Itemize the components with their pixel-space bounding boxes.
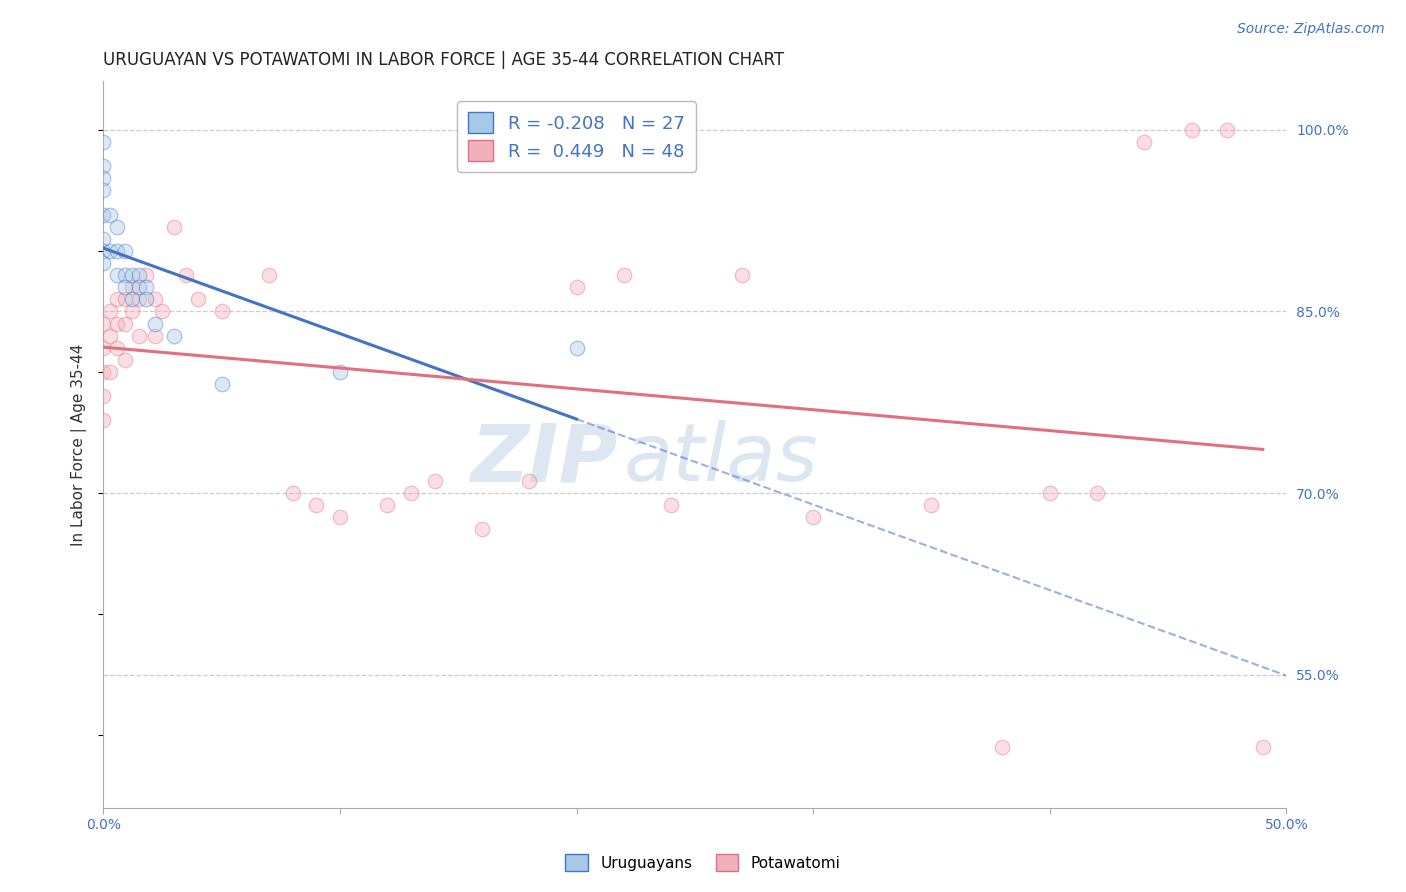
Point [98,365,121,379]
Point [423,474,446,488]
Point [91,413,114,427]
Point [107,293,129,307]
Point [329,510,352,524]
Point [91,317,114,331]
Point [114,317,136,331]
Point [921,498,943,512]
Point [91,159,114,173]
Point [98,328,121,343]
Point [1181,123,1204,137]
Point [1133,135,1156,149]
Point [91,365,114,379]
Point [98,244,121,258]
Point [98,304,121,318]
Point [128,293,150,307]
Point [399,486,422,500]
Point [121,280,143,294]
Point [107,341,129,355]
Point [121,304,143,318]
Point [187,293,209,307]
Point [801,510,824,524]
Point [1251,740,1274,755]
Point [329,365,352,379]
Text: atlas: atlas [624,420,818,499]
Point [143,328,166,343]
Point [375,498,398,512]
Point [613,268,636,282]
Point [128,328,150,343]
Point [91,232,114,246]
Point [114,268,136,282]
Point [150,304,173,318]
Y-axis label: In Labor Force | Age 35-44: In Labor Force | Age 35-44 [72,343,87,546]
Point [1039,486,1062,500]
Point [1085,486,1108,500]
Point [91,171,114,186]
Point [135,268,157,282]
Point [163,219,186,234]
Point [114,352,136,367]
Point [91,341,114,355]
Text: URUGUAYAN VS POTAWATOMI IN LABOR FORCE | AGE 35-44 CORRELATION CHART: URUGUAYAN VS POTAWATOMI IN LABOR FORCE |… [103,51,785,69]
Point [135,280,157,294]
Point [121,293,143,307]
Point [143,293,166,307]
Text: ZIP: ZIP [471,420,617,499]
Text: Source: ZipAtlas.com: Source: ZipAtlas.com [1237,22,1385,37]
Point [281,486,304,500]
Point [305,498,328,512]
Point [991,740,1014,755]
Point [128,280,150,294]
Point [91,183,114,197]
Point [211,304,233,318]
Point [114,244,136,258]
Point [517,474,540,488]
Legend: R = -0.208   N = 27, R =  0.449   N = 48: R = -0.208 N = 27, R = 0.449 N = 48 [457,102,696,172]
Point [211,377,233,392]
Point [91,256,114,270]
Point [107,268,129,282]
Point [1216,123,1239,137]
Point [91,135,114,149]
Point [659,498,682,512]
Point [257,268,280,282]
Point [107,244,129,258]
Point [128,268,150,282]
Point [114,280,136,294]
Point [98,208,121,222]
Point [107,317,129,331]
Point [91,208,114,222]
Point [565,341,588,355]
Point [91,389,114,403]
Point [471,523,494,537]
Point [107,219,129,234]
Point [114,293,136,307]
Point [565,280,588,294]
Point [163,328,186,343]
Point [135,293,157,307]
Point [174,268,197,282]
Point [91,244,114,258]
Point [143,317,166,331]
Point [121,268,143,282]
Legend: Uruguayans, Potawatomi: Uruguayans, Potawatomi [560,848,846,877]
Point [731,268,754,282]
